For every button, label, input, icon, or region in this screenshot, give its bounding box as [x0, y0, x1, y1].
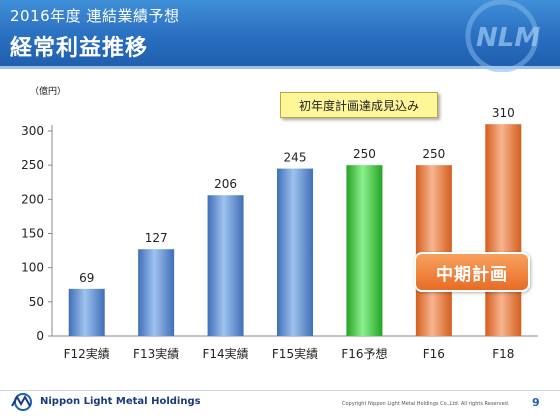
slide-subtitle: 2016年度 連結業績予想: [10, 7, 180, 25]
data-label: 310: [492, 106, 515, 120]
copyright-notice: Copyright Nippon Light Metal Holdings Co…: [342, 401, 510, 407]
footer-rule: [0, 390, 560, 391]
x-tick-label: F15実績: [272, 346, 318, 361]
slide-title: 経常利益推移: [10, 36, 149, 61]
y-tick-label: 100: [21, 261, 44, 275]
x-tick-label: F16: [423, 347, 445, 361]
header-banner: 2016年度 連結業績予想 経常利益推移 NLM: [0, 0, 560, 72]
achievement-callout: 初年度計画達成見込み: [280, 92, 438, 118]
data-label: 69: [79, 271, 94, 285]
bar-2: [138, 249, 175, 336]
x-tick-label: F12実績: [64, 346, 110, 361]
data-label: 206: [214, 177, 237, 191]
y-axis-unit-label: （億円）: [30, 85, 66, 97]
x-tick-label: F16予想: [341, 346, 387, 361]
x-tick-label: F13実績: [133, 346, 179, 361]
bar-3: [207, 195, 244, 336]
page-number: 9: [532, 396, 540, 409]
data-label: 250: [422, 147, 445, 161]
y-tick-label: 150: [21, 227, 44, 241]
y-tick-label: 50: [29, 295, 44, 309]
data-label: 250: [353, 147, 376, 161]
y-tick-label: 0: [36, 329, 44, 343]
company-name: Nippon Light Metal Holdings: [40, 396, 201, 407]
data-label: 127: [145, 231, 168, 245]
y-tick-label: 200: [21, 192, 44, 206]
bar-5: [346, 165, 383, 336]
bar-4: [277, 168, 313, 336]
recurring-profit-chart: （億円） 0 50 100 150 200 250 300 69 F12実績 127 F13実績 206…: [21, 85, 538, 361]
bar-6: [415, 165, 452, 336]
x-tick-label: F14実績: [202, 346, 248, 361]
nlm-logo-watermark: NLM: [465, 0, 540, 72]
y-tick-label: 300: [21, 124, 44, 138]
bar-7: [485, 124, 522, 336]
company-logo-icon: [11, 393, 32, 411]
header-rule: [0, 66, 560, 69]
y-tick-label: 250: [21, 158, 44, 172]
mid-term-plan-badge: 中期計画: [414, 252, 530, 292]
logo-watermark-text: NLM: [476, 23, 540, 53]
bar-1: [68, 288, 105, 336]
data-label: 245: [284, 151, 307, 165]
x-tick-label: F18: [492, 347, 514, 361]
